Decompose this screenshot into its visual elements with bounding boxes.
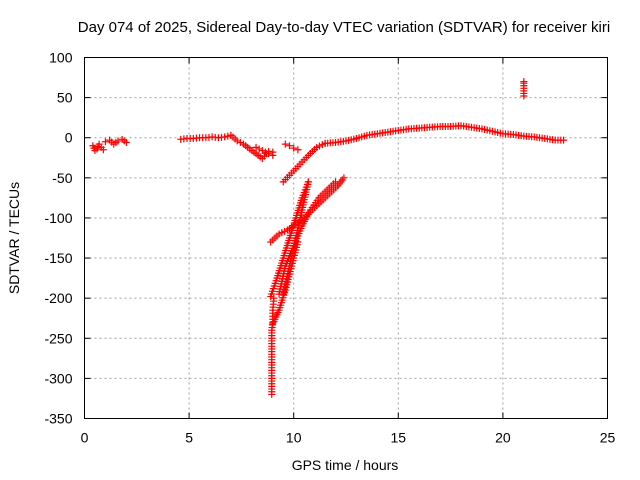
series-segment-4 — [227, 131, 277, 163]
series-segment-2 — [101, 135, 130, 148]
data-point — [99, 146, 107, 154]
y-tick-label: -50 — [52, 170, 72, 186]
data-point — [233, 137, 241, 145]
series-segment-3 — [177, 131, 235, 143]
y-tick-label: -200 — [44, 290, 72, 306]
grid — [84, 57, 608, 419]
data-point — [101, 138, 109, 146]
data-point — [294, 146, 302, 154]
x-tick-label: 10 — [286, 430, 302, 446]
data-point — [520, 92, 528, 100]
data-point — [221, 133, 229, 141]
data-point — [236, 139, 244, 147]
data-point — [252, 143, 260, 151]
y-tick-label: 100 — [49, 50, 73, 66]
y-tick-label: 0 — [65, 130, 73, 146]
data-point — [304, 178, 312, 186]
data-point — [258, 147, 266, 155]
series-segment-16 — [520, 78, 528, 100]
series-segment-5 — [252, 143, 277, 159]
x-tick-label: 25 — [600, 430, 616, 446]
series-segment-7 — [279, 139, 329, 186]
x-axis-label: GPS time / hours — [292, 457, 399, 473]
data-point — [270, 294, 278, 302]
data-point — [261, 148, 269, 156]
x-tick-label: 15 — [391, 430, 407, 446]
series-segment-15 — [279, 178, 312, 298]
x-tick-label: 20 — [495, 430, 511, 446]
data-point — [122, 139, 130, 147]
y-tick-label: -100 — [44, 210, 72, 226]
y-tick-label: -250 — [44, 330, 72, 346]
data-marks — [89, 78, 568, 398]
x-tick-label: 5 — [185, 430, 193, 446]
data-point — [286, 142, 294, 150]
y-tick-label: -150 — [44, 250, 72, 266]
data-point — [114, 137, 122, 145]
series-segment-9 — [352, 122, 568, 144]
y-tick-label: 50 — [57, 90, 73, 106]
data-point — [560, 136, 568, 144]
data-point — [281, 140, 289, 148]
series-segment-1 — [89, 140, 107, 155]
plot-frame — [84, 57, 608, 419]
data-point — [224, 132, 232, 140]
data-point — [290, 144, 298, 152]
y-tick-label: -350 — [44, 411, 72, 427]
series-segment-10 — [268, 294, 278, 398]
axis-ticks: 0 5 10 15 20 25 -350 -300 -250 -200 -150 -100 -50 0 50… — [44, 50, 615, 446]
chart-title: Day 074 of 2025, Sidereal Day-to-day VTE… — [78, 19, 610, 36]
data-point — [340, 174, 348, 182]
x-tick-label: 0 — [81, 430, 89, 446]
data-point — [269, 151, 277, 159]
data-point — [255, 145, 263, 153]
y-tick-label: -300 — [44, 370, 72, 386]
data-point — [265, 150, 273, 158]
series-segment-8 — [321, 135, 360, 147]
y-axis-label: SDTVAR / TECUs — [6, 182, 22, 294]
series-segment-6 — [281, 140, 302, 154]
